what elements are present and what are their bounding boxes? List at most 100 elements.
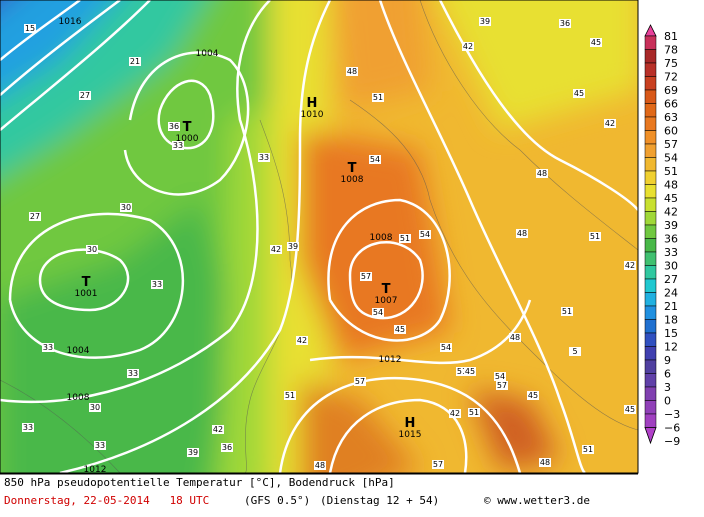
colorbar-label: 3 — [664, 381, 671, 394]
colorbar-swatch — [644, 278, 657, 293]
isotherm-label-bg — [516, 229, 528, 238]
colorbar-label: 51 — [664, 165, 678, 178]
isotherm-label: 51 — [469, 408, 479, 417]
colorbar-swatch — [644, 197, 657, 212]
isotherm-label-bg — [284, 391, 296, 400]
isotherm-label-bg — [527, 391, 539, 400]
colorbar-swatch — [644, 49, 657, 64]
isotherm-label: 57 — [433, 460, 443, 469]
colorbar-label: 39 — [664, 219, 678, 232]
colorbar-swatch — [644, 35, 657, 50]
isotherm-label: 27 — [30, 212, 40, 221]
isotherm-label: 54 — [441, 343, 451, 352]
colorbar-label: 81 — [664, 30, 678, 43]
colorbar-label: 12 — [664, 341, 678, 354]
isotherm-label: 42 — [297, 336, 307, 345]
isotherm-label-bg — [464, 367, 476, 376]
colorbar-label: 0 — [664, 395, 671, 408]
isotherm-label: 51 — [400, 234, 410, 243]
colorbar-swatch — [644, 265, 657, 280]
isobar-label: 1004 — [196, 49, 219, 59]
pressure-value: 1010 — [301, 110, 324, 120]
colorbar-cap — [644, 427, 657, 445]
isotherm-label: 27 — [80, 91, 90, 100]
colorbar-swatch — [644, 359, 657, 374]
isotherm-label-bg — [258, 153, 270, 162]
isotherm-label-bg — [172, 141, 184, 150]
isotherm-label: 45 — [591, 38, 601, 47]
isotherm-label-bg — [604, 119, 616, 128]
footer-credit: © www.wetter3.de — [484, 494, 590, 507]
colorbar-swatch — [644, 251, 657, 266]
colorbar-label: 66 — [664, 98, 678, 111]
isotherm-label: 33 — [43, 343, 53, 352]
isotherm-label: 45 — [528, 391, 538, 400]
isotherm-label-bg — [187, 448, 199, 457]
isotherm-label: 21 — [130, 57, 140, 66]
colorbar: 8178757269666360575451484542393633302724… — [644, 24, 680, 448]
isotherm-label: 33 — [95, 441, 105, 450]
isotherm-label-bg — [29, 212, 41, 221]
isotherm-label: 51 — [457, 367, 467, 376]
isotherm-label-bg — [394, 325, 406, 334]
isotherm-label-bg — [369, 155, 381, 164]
isotherm-label: 54 — [420, 230, 430, 239]
isotherm-label: 54 — [370, 155, 380, 164]
footer-date: Donnerstag, 22-05-2014 18 UTC — [4, 494, 209, 507]
colorbar-label: 27 — [664, 273, 678, 286]
isotherm-label-bg — [456, 367, 468, 376]
colorbar-swatch — [644, 116, 657, 131]
isotherm-label: 57 — [355, 377, 365, 386]
isotherm-label-bg — [590, 38, 602, 47]
isotherm-label: 30 — [90, 403, 100, 412]
isotherm-label-bg — [86, 245, 98, 254]
isotherm-label: 42 — [271, 245, 281, 254]
colorbar-swatch — [644, 400, 657, 415]
isotherm-label-bg — [582, 445, 594, 454]
pressure-symbol: T — [183, 120, 192, 135]
colorbar-label: 24 — [664, 287, 678, 300]
isotherm-label-bg — [346, 67, 358, 76]
isotherm-label-bg — [151, 280, 163, 289]
isobar-label: 1012 — [84, 465, 107, 475]
colorbar-label: 60 — [664, 125, 678, 138]
colorbar-label: 9 — [664, 354, 671, 367]
isotherm-label: 33 — [173, 141, 183, 150]
isotherm-label: 48 — [537, 169, 547, 178]
isotherm-label-bg — [94, 441, 106, 450]
isotherm-label-bg — [539, 458, 551, 467]
isotherm-label: 36 — [169, 122, 179, 131]
colorbar-label: 45 — [664, 192, 678, 205]
isotherm-label-bg — [354, 377, 366, 386]
isotherm-label: 33 — [128, 369, 138, 378]
isotherm-label-bg — [432, 460, 444, 469]
isotherm-label: 33 — [259, 153, 269, 162]
isotherm-label: 42 — [450, 409, 460, 418]
colorbar-label: 69 — [664, 84, 678, 97]
pressure-symbol: T — [348, 161, 357, 176]
isotherm-label: 15 — [25, 24, 35, 33]
isotherm-label: 48 — [315, 461, 325, 470]
colorbar-swatch — [644, 211, 657, 226]
isotherm-label-bg — [372, 93, 384, 102]
isotherm-label: 45 — [465, 367, 475, 376]
colorbar-label: 33 — [664, 246, 678, 259]
colorbar-swatch — [644, 170, 657, 185]
isotherm-label-bg — [561, 307, 573, 316]
isotherm-label: 48 — [510, 333, 520, 342]
colorbar-label: 42 — [664, 206, 678, 219]
isotherm-label-bg — [449, 409, 461, 418]
colorbar-label: 18 — [664, 314, 678, 327]
footer-title: 850 hPa pseudopotentielle Temperatur [°C… — [4, 476, 395, 489]
isotherm-label: 57 — [497, 381, 507, 390]
isotherm-label: 33 — [23, 423, 33, 432]
isotherm-label: 45 — [574, 89, 584, 98]
isotherm-label-bg — [399, 234, 411, 243]
colorbar-label: 63 — [664, 111, 678, 124]
isotherm-label-bg — [296, 336, 308, 345]
isotherm-label-bg — [120, 203, 132, 212]
isotherm-label-bg — [559, 19, 571, 28]
isotherm-label: 51 — [562, 307, 572, 316]
isotherm-label-bg — [314, 461, 326, 470]
